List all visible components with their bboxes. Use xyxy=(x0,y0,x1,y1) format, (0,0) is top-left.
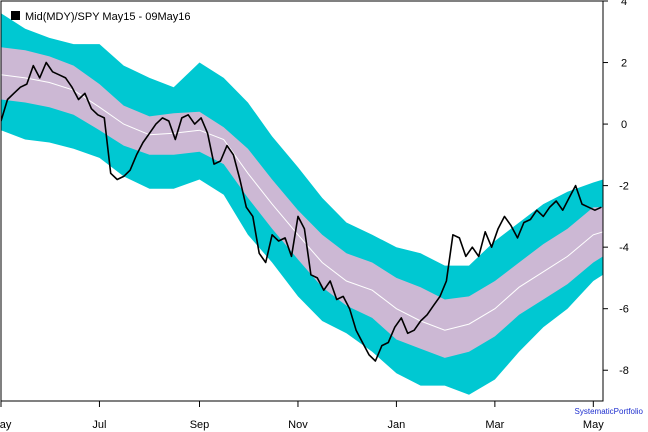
y-tick-label: 4 xyxy=(621,0,627,8)
y-tick-label: 2 xyxy=(621,58,627,70)
band-center-line xyxy=(1,74,603,331)
x-tick-label: May xyxy=(0,419,12,431)
y-tick-label: -2 xyxy=(619,181,629,193)
x-axis: May Jul Sep Nov Jan Mar May xyxy=(0,401,604,431)
y-tick-label: -4 xyxy=(619,242,629,254)
chart-title: Mid(MDY)/SPY May15 - 09May16 xyxy=(25,11,190,23)
series-line xyxy=(1,61,602,362)
x-tick-label: Jan xyxy=(388,419,406,431)
y-tick-label: -6 xyxy=(619,304,629,316)
x-tick-label: Mar xyxy=(485,419,504,431)
y-axis: 4 2 0 -2 -4 -6 -8 xyxy=(603,0,629,377)
legend: Mid(MDY)/SPY May15 - 09May16 xyxy=(11,11,190,23)
x-tick-label: Jul xyxy=(92,419,106,431)
y-tick-label: -8 xyxy=(619,365,629,377)
x-tick-label: Nov xyxy=(288,419,308,431)
legend-marker xyxy=(11,11,20,20)
x-tick-label: Sep xyxy=(190,419,210,431)
x-tick-label: May xyxy=(583,419,604,431)
plot-frame xyxy=(0,0,604,402)
inner-band-area xyxy=(1,47,603,358)
y-tick-label: 0 xyxy=(621,119,627,131)
bands-group xyxy=(1,13,603,395)
watermark-text: SystematicPortfolio xyxy=(575,407,644,416)
